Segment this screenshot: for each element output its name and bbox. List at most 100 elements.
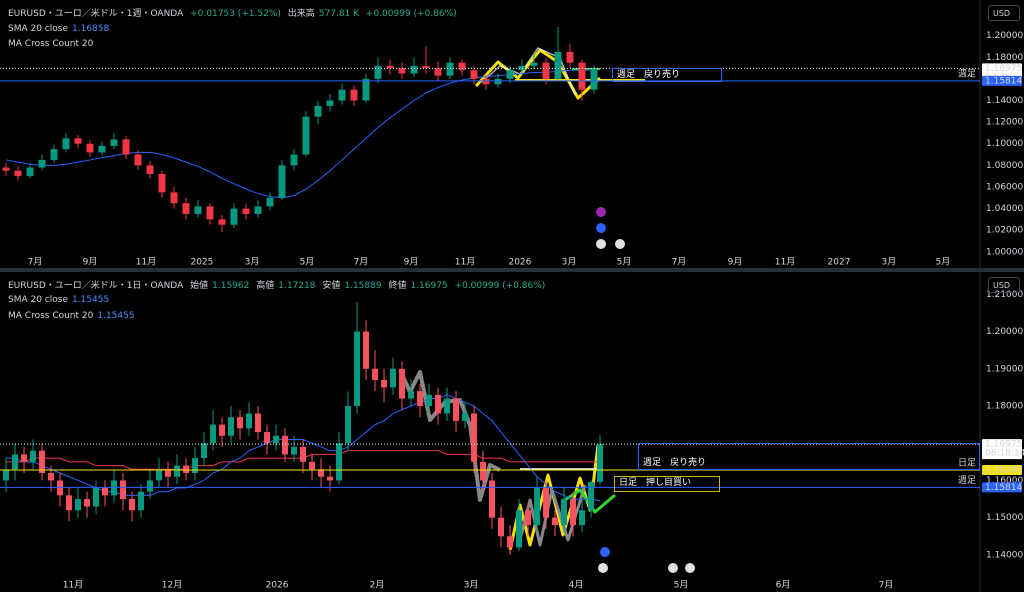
y-tick-label: 1.20000 bbox=[986, 327, 1023, 337]
indicator[interactable]: MA Cross Count 20 bbox=[8, 39, 97, 49]
y-tick-label: 1.18000 bbox=[986, 402, 1023, 412]
candle-body bbox=[228, 417, 235, 436]
candle-body bbox=[561, 499, 568, 526]
indicator[interactable]: SMA 20 close 1.16858 bbox=[8, 24, 113, 34]
price-tag-label: 1.16975 bbox=[985, 64, 1022, 74]
candle-body bbox=[309, 461, 316, 470]
candle-body bbox=[507, 536, 514, 548]
candle-body bbox=[102, 487, 109, 496]
zigzag bbox=[398, 369, 501, 502]
y-tick-label: 1.15000 bbox=[986, 513, 1023, 523]
candle-body bbox=[183, 465, 190, 474]
line-tag: 週足 bbox=[958, 68, 976, 79]
candle-body bbox=[480, 461, 487, 481]
candle-body bbox=[21, 454, 28, 462]
candle-body bbox=[354, 331, 361, 407]
candle-body bbox=[237, 417, 244, 429]
candle-body bbox=[170, 192, 178, 204]
y-tick-label: 1.21000 bbox=[986, 290, 1023, 300]
y-tick-label: 1.00000 bbox=[986, 247, 1023, 257]
candle-body bbox=[156, 469, 163, 481]
x-tick-label: 7月 bbox=[354, 257, 369, 268]
y-tick-label: 1.02000 bbox=[986, 226, 1023, 236]
separator bbox=[0, 268, 1024, 272]
price-tag bbox=[982, 482, 1022, 493]
candle-body bbox=[542, 62, 550, 79]
candle-body bbox=[470, 70, 478, 79]
zigzag bbox=[474, 48, 602, 100]
event-icon bbox=[615, 239, 625, 249]
y-tick-label: 1.19000 bbox=[986, 364, 1023, 374]
candle-body bbox=[93, 487, 100, 507]
x-tick-label: 5月 bbox=[674, 580, 689, 591]
candle-body bbox=[552, 517, 559, 526]
y-tick-label: 1.18000 bbox=[986, 53, 1023, 63]
x-tick-label: 3月 bbox=[882, 257, 897, 268]
candle-body bbox=[246, 413, 253, 429]
candle-body bbox=[219, 424, 226, 436]
candle-body bbox=[363, 331, 370, 369]
candle-body bbox=[518, 65, 526, 71]
candle-body bbox=[597, 444, 604, 482]
candle-body bbox=[192, 458, 199, 474]
candle-body bbox=[30, 450, 37, 462]
candle-body bbox=[57, 480, 64, 496]
zigzag bbox=[564, 488, 616, 514]
event-icon bbox=[600, 547, 610, 557]
candle-body bbox=[146, 165, 154, 174]
candle-body bbox=[453, 398, 460, 421]
event-icon bbox=[596, 223, 606, 233]
candle-body bbox=[210, 424, 217, 444]
candle-body bbox=[48, 473, 55, 481]
y-tick-label: 1.04000 bbox=[986, 204, 1023, 214]
candle-body bbox=[410, 65, 418, 74]
y-tick-label: 1.20000 bbox=[986, 31, 1023, 41]
indicator-name: MA Cross Count 20 bbox=[8, 39, 94, 49]
candle-body bbox=[66, 495, 73, 511]
candle-body bbox=[506, 70, 514, 79]
x-tick-label: 3月 bbox=[562, 257, 577, 268]
candle-body bbox=[426, 394, 433, 407]
candle-body bbox=[350, 89, 358, 101]
currency-button[interactable]: USD bbox=[988, 277, 1020, 293]
candle-body bbox=[516, 510, 523, 548]
candle-body bbox=[134, 154, 142, 166]
x-tick-label: 11月 bbox=[63, 580, 83, 591]
candle-body bbox=[206, 206, 214, 220]
candle-body bbox=[345, 406, 352, 444]
candle-body bbox=[374, 65, 382, 79]
y-tick-label: 1.06000 bbox=[986, 182, 1023, 192]
ohlc-value: 1.15889 bbox=[344, 281, 382, 291]
candle-body bbox=[182, 203, 190, 214]
candle-body bbox=[399, 368, 406, 399]
candle-body bbox=[494, 78, 502, 85]
price-tag-label: 1.15814 bbox=[985, 76, 1022, 86]
candle-body bbox=[278, 165, 286, 198]
line-tag: 週足 bbox=[958, 475, 976, 486]
candle-body bbox=[566, 51, 574, 63]
candle-body bbox=[98, 145, 106, 153]
currency-button[interactable]: USD bbox=[988, 5, 1020, 21]
symbol: EURUSD・ユーロ／米ドル・1週・OANDA bbox=[8, 9, 184, 19]
event-icons bbox=[596, 207, 695, 573]
indicator[interactable]: MA Cross Count 20 1.15455 bbox=[8, 311, 139, 321]
candle-body bbox=[446, 62, 454, 76]
x-tick-label: 2027 bbox=[828, 258, 851, 268]
candle-body bbox=[201, 443, 208, 459]
indicator[interactable]: SMA 20 close 1.15455 bbox=[8, 295, 113, 305]
x-tick-label: 7月 bbox=[672, 257, 687, 268]
x-tick-label: 5月 bbox=[617, 257, 632, 268]
candle-body bbox=[273, 435, 280, 444]
candle-body bbox=[578, 62, 586, 90]
candle-body bbox=[194, 206, 202, 214]
ohlc-label: 安値 bbox=[322, 281, 341, 291]
x-tick-label: 4月 bbox=[569, 580, 584, 591]
candle-body bbox=[122, 139, 130, 155]
candle-body bbox=[338, 89, 346, 101]
candle-body bbox=[302, 116, 310, 155]
price-tag bbox=[982, 439, 1022, 460]
candle-body bbox=[372, 368, 379, 380]
candle-body bbox=[300, 446, 307, 462]
x-tick-label: 7月 bbox=[28, 257, 43, 268]
